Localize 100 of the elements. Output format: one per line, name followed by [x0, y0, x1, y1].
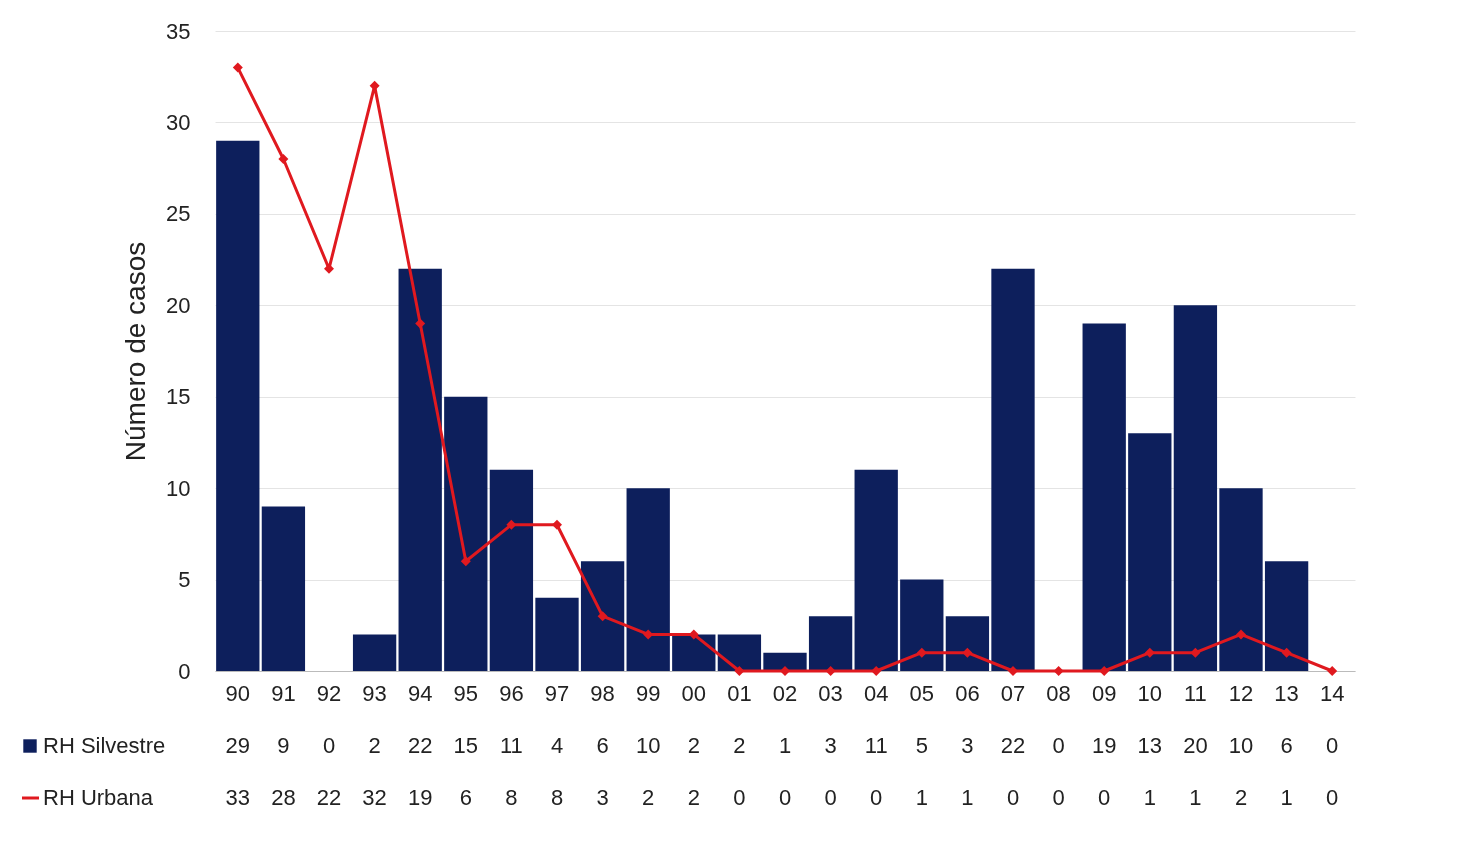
bar [991, 268, 1035, 671]
data-label: 8 [550, 785, 564, 810]
x-tick-label: 94 [407, 680, 433, 706]
data-label: 29 [225, 733, 251, 758]
point [871, 666, 882, 676]
x-tick-label: 13 [1274, 680, 1299, 706]
bar [1128, 433, 1172, 671]
x-tick-label: 14 [1319, 680, 1345, 706]
x-tick-label: 10 [1137, 680, 1163, 706]
x-tick-label: 96 [499, 680, 524, 706]
data-label: 28 [271, 785, 296, 810]
bar [1264, 561, 1309, 671]
data-label: 2 [687, 785, 700, 810]
x-tick-label: 07 [1000, 680, 1026, 706]
point [1008, 666, 1018, 676]
bar [444, 396, 488, 671]
data-label: 3 [824, 733, 837, 758]
data-label: 0 [1006, 785, 1020, 810]
x-tick-label: 97 [544, 680, 570, 706]
data-label: 4 [550, 733, 564, 758]
x-tick-label: 05 [909, 680, 935, 706]
x-tick-label: 06 [955, 680, 980, 706]
bar [261, 506, 306, 671]
data-label: 1 [1143, 785, 1156, 810]
data-label: 19 [1091, 733, 1117, 758]
point [1144, 647, 1155, 658]
data-label: 9 [277, 733, 290, 758]
point [506, 519, 517, 530]
data-label: 6 [596, 733, 609, 758]
bar [1173, 305, 1218, 671]
data-label: 0 [733, 785, 746, 810]
x-tick-label: 98 [590, 680, 615, 706]
x-tick-label: 03 [818, 680, 843, 706]
bar [489, 469, 534, 671]
data-label: 2 [687, 733, 700, 758]
data-label: 10 [1228, 733, 1254, 758]
data-label: 0 [1052, 785, 1065, 810]
bar [763, 652, 807, 671]
bar [1219, 488, 1263, 671]
data-label: 1 [961, 785, 974, 810]
data-label: 1 [1280, 785, 1293, 810]
data-label: 3 [961, 733, 974, 758]
bar [1082, 323, 1126, 671]
bar [945, 616, 990, 671]
x-tick-label: 09 [1091, 680, 1117, 706]
x-tick-label: 90 [225, 680, 251, 706]
bar [216, 140, 260, 671]
data-label: 5 [915, 733, 928, 758]
point [734, 666, 745, 676]
x-tick-label: 95 [453, 680, 479, 706]
bar [717, 634, 762, 671]
point [780, 666, 790, 676]
data-label: 0 [870, 785, 883, 810]
y-tick-label: 10 [166, 475, 191, 501]
data-label: 0 [1326, 785, 1339, 810]
point [1281, 647, 1292, 658]
legend-label: RH Urbana [43, 785, 154, 810]
data-label: 13 [1137, 733, 1163, 758]
point [825, 666, 836, 676]
data-label: 33 [225, 785, 251, 810]
data-label: 0 [1098, 785, 1111, 810]
point [460, 556, 471, 567]
data-label: 22 [316, 785, 342, 810]
data-label: 22 [1000, 733, 1026, 758]
bar [535, 597, 579, 671]
data-label: 8 [505, 785, 518, 810]
y-tick-label: 30 [166, 109, 191, 135]
y-tick-label: 5 [178, 567, 191, 593]
bar [580, 561, 625, 671]
data-label: 0 [778, 785, 792, 810]
y-tick-label: 15 [166, 384, 191, 410]
y-tick-label: 20 [166, 292, 191, 318]
point [1053, 666, 1064, 676]
x-tick-label: 08 [1046, 680, 1071, 706]
data-label: 32 [362, 785, 387, 810]
point [415, 318, 426, 329]
bar [672, 634, 716, 671]
x-tick-label: 12 [1228, 680, 1254, 706]
point [1236, 629, 1246, 640]
x-tick-label: 92 [316, 680, 342, 706]
data-label: 1 [915, 785, 928, 810]
x-tick-label: 99 [635, 680, 661, 706]
point [1327, 666, 1338, 676]
data-label: 0 [322, 733, 336, 758]
y-axis-title: Número de casos [120, 241, 152, 462]
point [552, 519, 562, 530]
y-tick-label: 25 [166, 201, 191, 227]
point [1190, 647, 1201, 658]
data-label: 19 [407, 785, 433, 810]
point [962, 647, 973, 658]
data-label: 0 [1326, 733, 1339, 758]
x-tick-label: 01 [727, 680, 752, 706]
data-label: 10 [635, 733, 661, 758]
data-label: 11 [864, 733, 888, 758]
legend-label: RH Silvestre [43, 733, 166, 758]
x-tick-label: 93 [362, 680, 387, 706]
bar [398, 268, 442, 671]
bar [808, 616, 853, 671]
data-label: 0 [824, 785, 837, 810]
point [232, 62, 243, 73]
